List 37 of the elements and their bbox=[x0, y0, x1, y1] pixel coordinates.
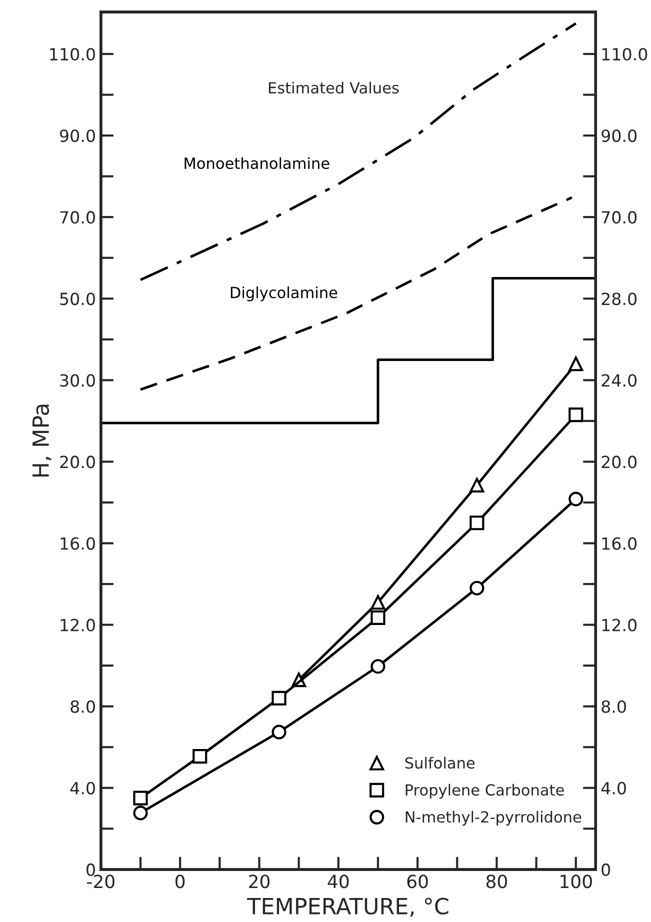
annotation: Estimated Values bbox=[268, 82, 399, 94]
x-tick-label: -20 bbox=[87, 874, 114, 888]
x-axis-title: TEMPERATURE, °C bbox=[247, 898, 448, 917]
series-label: Monoethanolamine bbox=[184, 157, 330, 170]
x-tick-label: 80 bbox=[486, 874, 507, 888]
series-label: Diglycolamine bbox=[230, 286, 338, 302]
y2-tick-label: 4.0 bbox=[601, 782, 626, 794]
text: 90.0 bbox=[602, 129, 637, 142]
y2-tick-label: 28.0 bbox=[602, 292, 637, 306]
y-tick-label: 8.0 bbox=[70, 700, 95, 713]
y2-tick-label: 20.0 bbox=[602, 456, 637, 468]
y2-tick-label: 12.0 bbox=[602, 618, 637, 632]
y-tick-label: 0 bbox=[86, 863, 95, 876]
y2-tick-label: 24.0 bbox=[602, 374, 637, 387]
y-tick-label: 4.0 bbox=[70, 782, 95, 794]
legend-label: N-methyl-2-pyrrolidone bbox=[406, 810, 582, 826]
y-axis-title: H, MPa bbox=[32, 404, 52, 477]
y-tick-label: 20.0 bbox=[60, 456, 95, 468]
y3-tick-label: 70.0 bbox=[60, 211, 95, 224]
x-tick-label: 60 bbox=[407, 874, 428, 888]
x-tick-label: 40 bbox=[328, 874, 349, 888]
y3-tick-label: 90.0 bbox=[60, 129, 95, 142]
y-tick-label: 12.0 bbox=[60, 618, 95, 632]
y3-tick-label: 110.0 bbox=[50, 48, 95, 61]
x-tick-label: 100 bbox=[560, 874, 592, 888]
legend-label: Sulfolane bbox=[405, 756, 475, 769]
y3-tick-label: 50.0 bbox=[60, 292, 95, 306]
text: 70.0 bbox=[602, 211, 637, 224]
y3-tick-label: 30.0 bbox=[60, 374, 95, 387]
x-tick-label: 0 bbox=[176, 874, 185, 888]
y2-tick-label: 0 bbox=[602, 863, 610, 876]
legend-label: Propylene Carbonate bbox=[406, 784, 564, 799]
text: 110.0 bbox=[602, 48, 648, 61]
y2-tick-label: 16.0 bbox=[602, 537, 637, 550]
x-tick-label: 20 bbox=[249, 874, 270, 888]
y2-tick-label: 8.0 bbox=[602, 700, 626, 713]
y-tick-label: 16.0 bbox=[60, 537, 95, 550]
